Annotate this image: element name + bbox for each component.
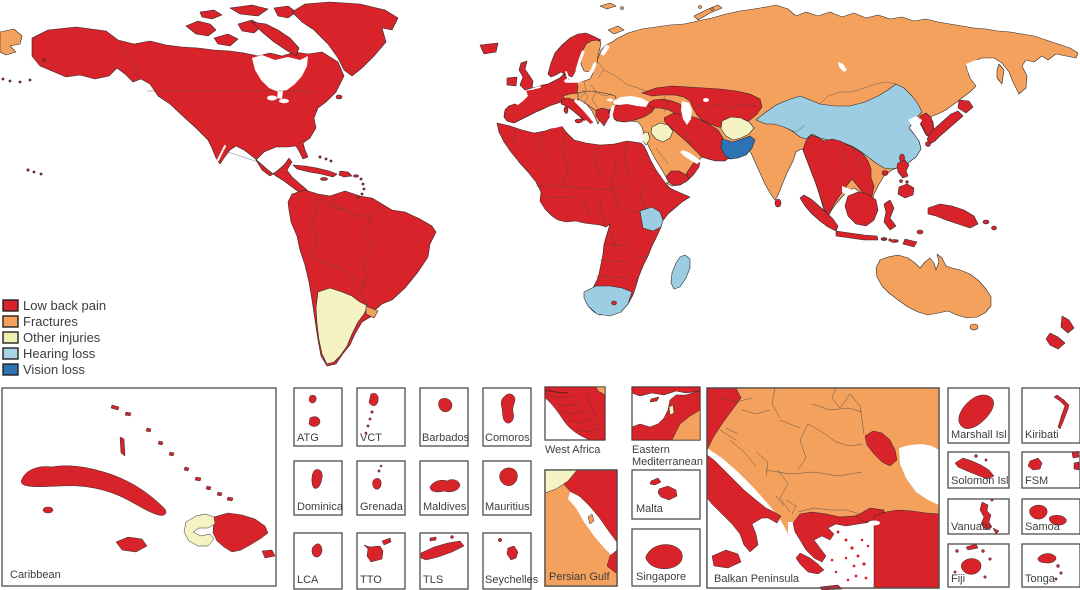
svg-text:Persian Gulf: Persian Gulf (549, 571, 610, 583)
svg-text:Marshall Isl: Marshall Isl (951, 429, 1007, 441)
svg-text:Low back pain: Low back pain (23, 298, 106, 313)
svg-text:West Africa: West Africa (545, 444, 601, 456)
svg-text:Malta: Malta (636, 503, 664, 515)
svg-text:Mauritius: Mauritius (485, 501, 530, 513)
svg-text:VCT: VCT (360, 432, 382, 444)
svg-text:ATG: ATG (297, 432, 319, 444)
svg-text:Seychelles: Seychelles (485, 574, 539, 586)
svg-text:Fractures: Fractures (23, 314, 78, 329)
svg-text:Comoros: Comoros (485, 432, 530, 444)
svg-text:Tonga: Tonga (1025, 573, 1056, 585)
svg-text:Maldives: Maldives (423, 501, 467, 513)
svg-text:Kiribati: Kiribati (1025, 429, 1059, 441)
svg-text:Vision loss: Vision loss (23, 362, 85, 377)
svg-text:LCA: LCA (297, 574, 319, 586)
svg-text:Grenada: Grenada (360, 501, 404, 513)
svg-text:Other injuries: Other injuries (23, 330, 101, 345)
svg-text:Samoa: Samoa (1025, 521, 1061, 533)
svg-text:Vanuatu: Vanuatu (951, 521, 991, 533)
svg-text:FSM: FSM (1025, 475, 1048, 487)
svg-text:Dominica: Dominica (297, 501, 344, 513)
svg-text:Fiji: Fiji (951, 573, 965, 585)
svg-text:Mediterranean: Mediterranean (632, 456, 703, 468)
svg-text:TLS: TLS (423, 574, 443, 586)
svg-text:TTO: TTO (360, 574, 382, 586)
svg-text:Caribbean: Caribbean (10, 569, 61, 581)
svg-text:Balkan Peninsula: Balkan Peninsula (714, 573, 800, 585)
svg-text:Hearing loss: Hearing loss (23, 346, 96, 361)
svg-text:Singapore: Singapore (636, 571, 686, 583)
svg-text:Eastern: Eastern (632, 444, 670, 456)
svg-text:Solomon Isl: Solomon Isl (951, 475, 1008, 487)
svg-text:Barbados: Barbados (422, 432, 470, 444)
